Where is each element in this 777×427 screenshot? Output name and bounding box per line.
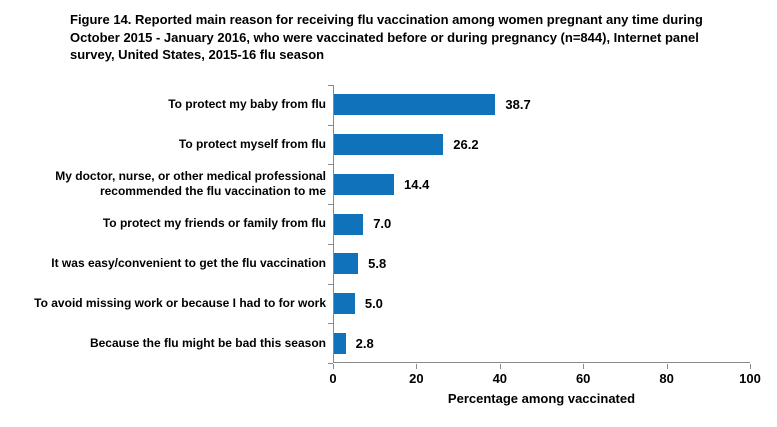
y-axis-tick [328, 204, 333, 206]
bar [334, 173, 395, 195]
category-label: To protect my friends or family from flu [102, 216, 326, 231]
x-tick-label: 80 [659, 371, 674, 386]
x-tick-label: 20 [409, 371, 424, 386]
y-axis-tick [328, 164, 333, 166]
bar [334, 332, 346, 354]
category-label: My doctor, nurse, or other medical profe… [55, 169, 326, 199]
y-axis-tick [328, 363, 333, 364]
value-label: 26.2 [453, 137, 479, 153]
y-axis-tick [328, 243, 333, 245]
x-tick-label: 60 [575, 371, 591, 386]
bar [334, 213, 364, 235]
y-axis-tick [328, 124, 333, 126]
y-axis-tick [328, 323, 333, 325]
x-tick-label: 40 [492, 371, 508, 386]
value-label: 14.4 [404, 176, 430, 192]
value-label: 2.8 [355, 335, 374, 351]
x-axis-tick [750, 364, 751, 369]
category-label: To protect my baby from flu [168, 97, 326, 112]
value-label: 5.0 [364, 295, 383, 311]
category-label: To avoid missing work or because I had t… [34, 295, 326, 310]
value-label: 5.8 [368, 256, 387, 272]
x-axis-tick [333, 364, 334, 369]
value-label: 38.7 [505, 97, 531, 113]
category-label: Because the flu might be bad this season [89, 335, 326, 350]
x-tick-label: 0 [329, 371, 337, 386]
value-label: 7.0 [373, 216, 392, 232]
x-axis-tick [583, 364, 585, 369]
bar [334, 134, 444, 156]
x-axis-title: Percentage among vaccinated [447, 391, 636, 406]
x-axis-tick [499, 364, 501, 369]
bar [334, 292, 355, 314]
category-label: It was easy/convenient to get the flu va… [51, 256, 326, 271]
category-label: To protect myself from flu [178, 137, 326, 152]
plot-area [333, 85, 750, 363]
y-axis-tick [328, 283, 333, 285]
x-axis-tick [666, 364, 668, 369]
x-tick-label: 100 [739, 371, 761, 386]
y-axis-tick [328, 85, 333, 86]
x-axis-tick [416, 364, 418, 369]
bar [334, 253, 359, 275]
chart-title: Figure 14. Reported main reason for rece… [70, 12, 703, 62]
bar [334, 94, 496, 116]
